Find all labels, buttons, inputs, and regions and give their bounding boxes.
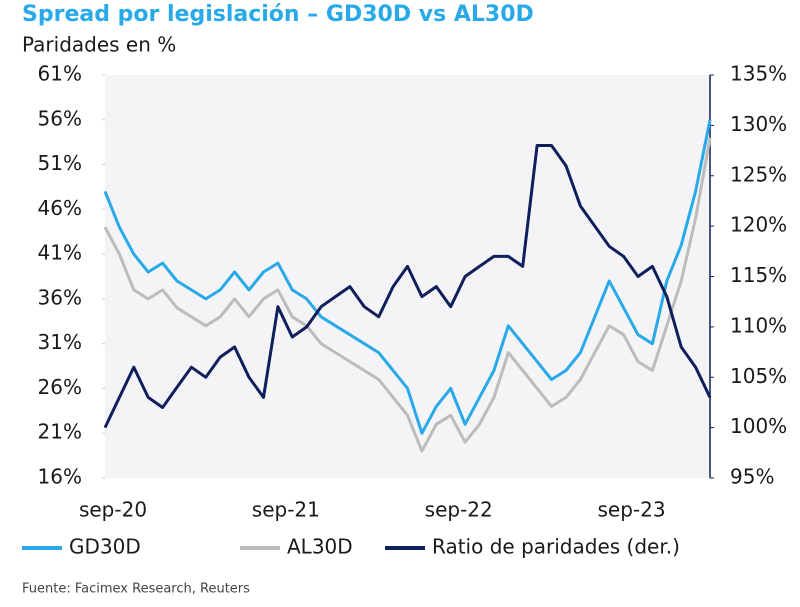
source: Fuente: Facimex Research, Reuters bbox=[22, 582, 250, 597]
x-tick-label: sep-22 bbox=[425, 498, 493, 522]
y2-tick-label: 125% bbox=[730, 162, 787, 186]
y-tick-label: 36% bbox=[38, 285, 82, 309]
y2-tick-label: 100% bbox=[730, 414, 787, 438]
y2-tick-label: 130% bbox=[730, 112, 787, 136]
y2-tick-label: 110% bbox=[730, 313, 787, 337]
x-tick-label: sep-23 bbox=[598, 498, 666, 522]
x-tick-label: sep-21 bbox=[252, 498, 320, 522]
y2-tick-label: 135% bbox=[730, 62, 787, 86]
chart-subtitle: Paridades en % bbox=[22, 33, 176, 57]
y-tick-label: 56% bbox=[38, 106, 82, 130]
y2-tick-label: 120% bbox=[730, 213, 787, 237]
legend-label: Ratio de paridades (der.) bbox=[432, 535, 680, 559]
series-line bbox=[103, 137, 712, 453]
x-tick-label: sep-20 bbox=[79, 498, 147, 522]
chart-title: Spread por legislación – GD30D vs AL30D bbox=[22, 2, 534, 27]
y-tick-label: 31% bbox=[38, 330, 82, 354]
y2-tick-label: 95% bbox=[730, 465, 774, 489]
series-line bbox=[103, 119, 712, 435]
plot-area bbox=[105, 75, 710, 478]
y2-tick-label: 105% bbox=[730, 364, 787, 388]
y2-tick-label: 115% bbox=[730, 263, 787, 287]
y-tick-label: 51% bbox=[38, 151, 82, 175]
legend-label: AL30D bbox=[287, 535, 353, 559]
y-tick-label: 21% bbox=[38, 420, 82, 444]
y-tick-label: 61% bbox=[38, 62, 82, 86]
y-tick-label: 46% bbox=[38, 196, 82, 220]
y-tick-label: 41% bbox=[38, 241, 82, 265]
y-tick-label: 26% bbox=[38, 375, 82, 399]
series-line bbox=[103, 144, 712, 429]
y-tick-label: 16% bbox=[38, 465, 82, 489]
legend-label: GD30D bbox=[69, 535, 141, 559]
